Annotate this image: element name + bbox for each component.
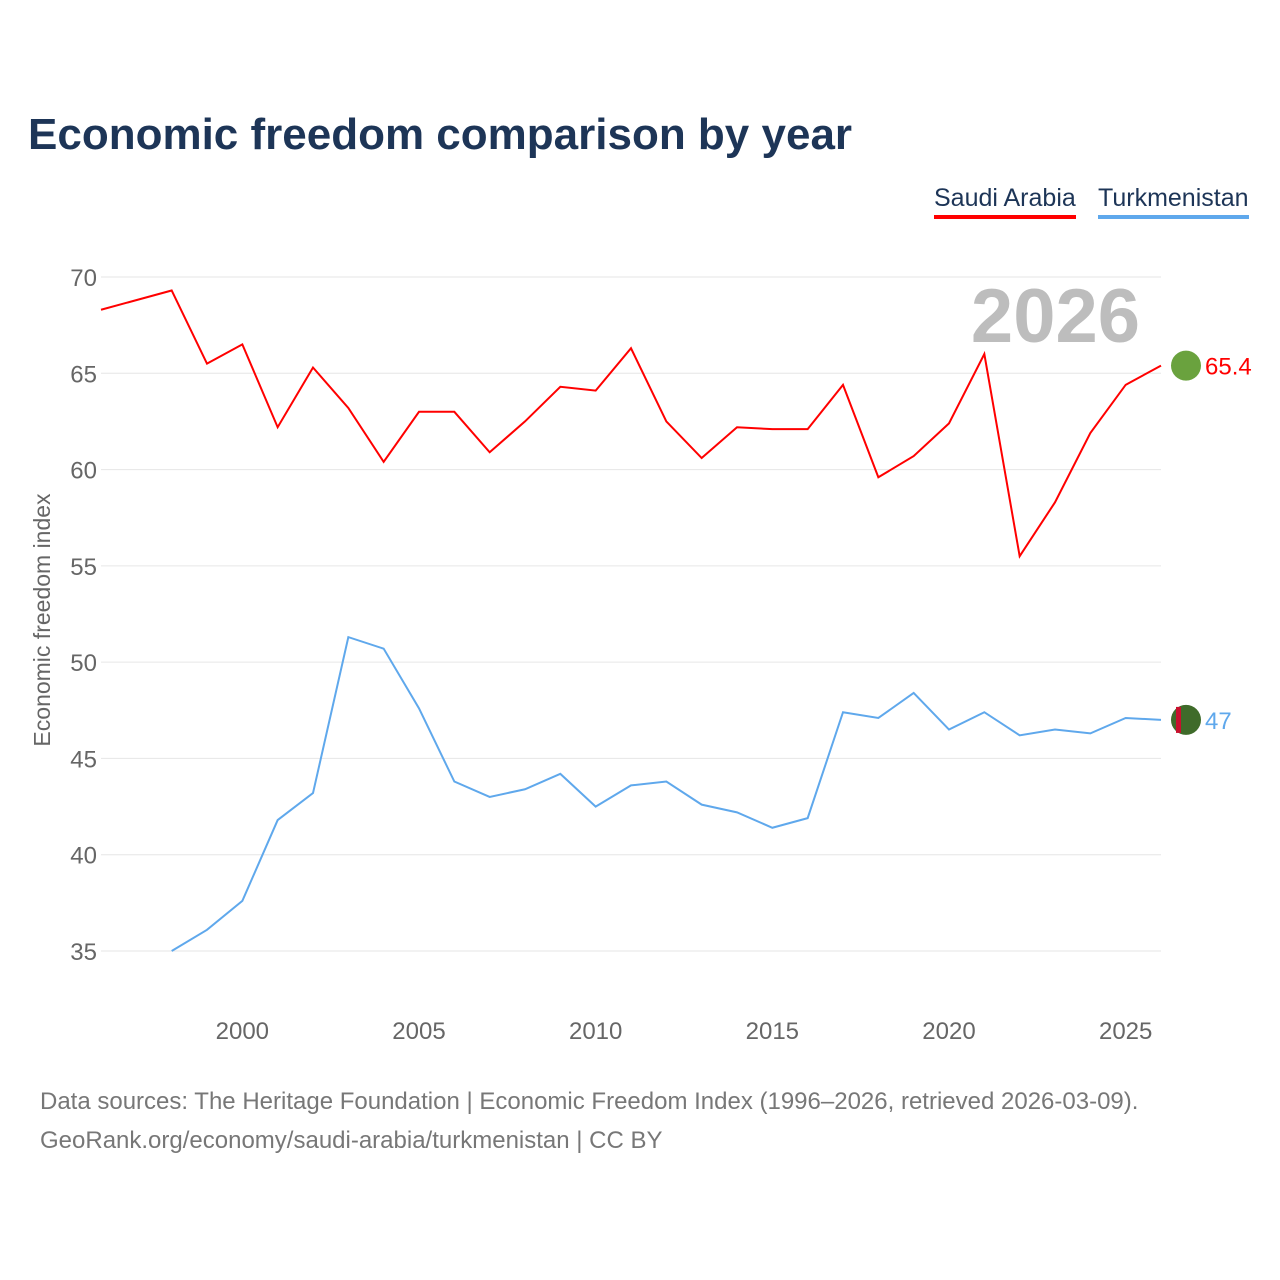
x-tick-label: 2000 — [216, 1018, 269, 1045]
y-tick-label: 60 — [70, 458, 97, 485]
footer-sources: Data sources: The Heritage Foundation | … — [40, 1088, 1139, 1115]
year-watermark: 2026 — [971, 274, 1140, 359]
x-tick-label: 2015 — [746, 1018, 799, 1045]
x-tick-label: 2005 — [392, 1018, 445, 1045]
end-value-label: 65.4 — [1205, 354, 1252, 381]
flag-stripe — [1176, 706, 1181, 733]
legend-turkmenistan[interactable]: Turkmenistan — [1098, 184, 1249, 219]
legend-saudi-arabia[interactable]: Saudi Arabia — [934, 184, 1076, 219]
turkmenistan-flag-icon — [1171, 704, 1201, 735]
x-tick-label: 2010 — [569, 1018, 622, 1045]
y-tick-label: 50 — [70, 650, 97, 677]
end-value-label: 47 — [1205, 708, 1232, 735]
series-line-turkmenistan[interactable] — [171, 635, 1162, 952]
y-tick-label: 65 — [70, 361, 97, 388]
y-tick-label: 55 — [70, 554, 97, 581]
chart-title: Economic freedom comparison by year — [28, 110, 853, 159]
y-tick-label: 40 — [70, 843, 97, 870]
y-axis-label: Economic freedom index — [29, 493, 55, 747]
series-line-saudi-arabia[interactable] — [100, 289, 1162, 559]
y-tick-label: 45 — [70, 746, 97, 773]
x-tick-label: 2020 — [922, 1018, 975, 1045]
y-tick-label: 35 — [70, 939, 97, 966]
x-tick-label: 2025 — [1099, 1018, 1152, 1045]
y-tick-label: 70 — [70, 265, 97, 292]
saudi-arabia-flag-icon — [1171, 350, 1201, 381]
footer-link[interactable]: GeoRank.org/economy/saudi-arabia/turkmen… — [40, 1127, 663, 1154]
